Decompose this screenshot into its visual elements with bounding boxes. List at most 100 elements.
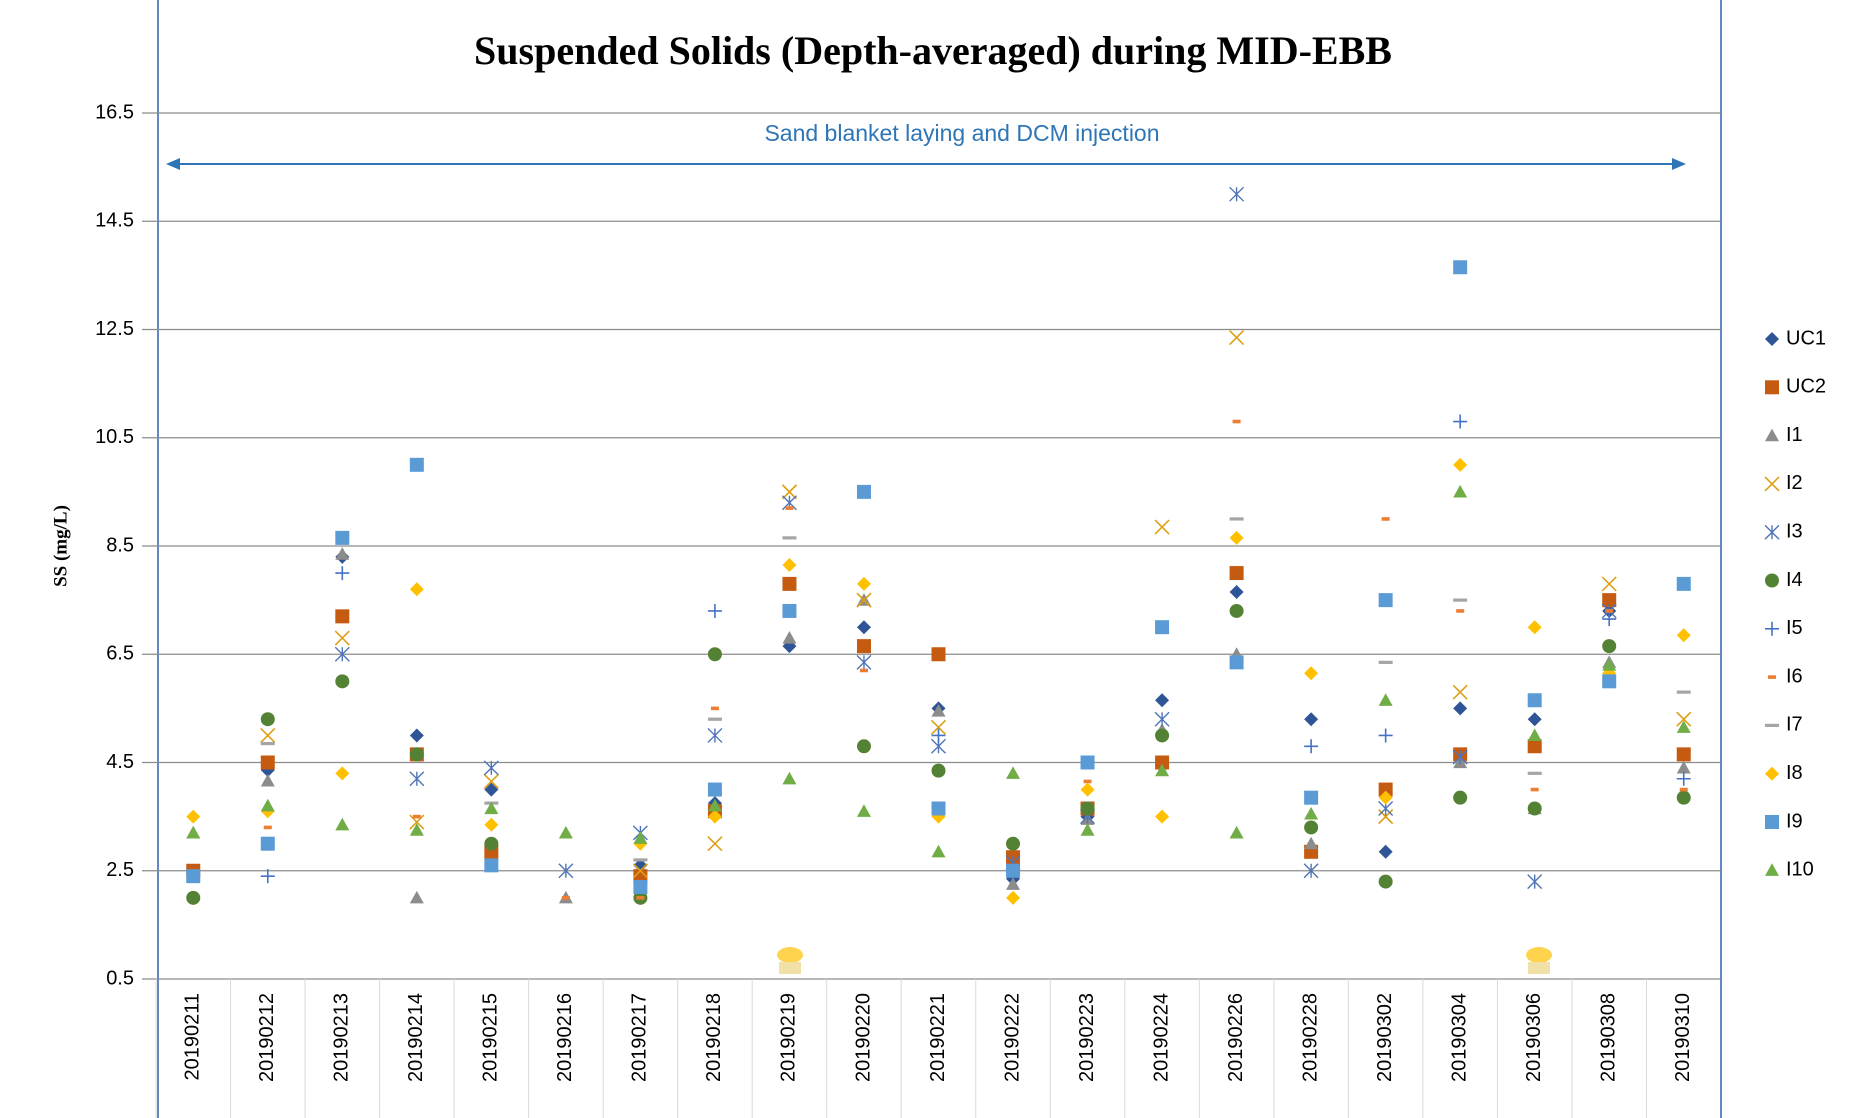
point [1155, 755, 1170, 770]
point [1232, 419, 1241, 424]
point [930, 719, 947, 735]
x-tick-label: 20190224 [1150, 993, 1172, 1082]
legend-symbol [1765, 621, 1779, 636]
point [782, 557, 797, 572]
point [856, 804, 871, 817]
point [484, 836, 499, 851]
legend-label: I4 [1786, 569, 1803, 591]
x-tick-label: 20190223 [1076, 993, 1098, 1082]
legend-label: I2 [1786, 472, 1803, 494]
point [409, 814, 425, 830]
point [1006, 836, 1021, 851]
point [931, 844, 946, 858]
point [856, 592, 872, 608]
legend-label: UC1 [1786, 327, 1826, 349]
point [633, 869, 648, 884]
point [1006, 877, 1021, 890]
x-tick-label: 20190215 [480, 993, 502, 1082]
point [260, 741, 275, 746]
point [335, 547, 350, 560]
y-tick-label: 0.5 [106, 967, 134, 989]
point [260, 798, 275, 812]
icon [1526, 947, 1552, 974]
y-axis-label: SS (mg/L) [50, 505, 71, 587]
x-tick-label: 20190217 [629, 993, 651, 1082]
point [186, 809, 201, 824]
point [1080, 755, 1095, 770]
point [707, 717, 722, 721]
point [1378, 593, 1393, 608]
point [1378, 790, 1393, 805]
point [1602, 639, 1617, 654]
x-tick-label: 20190226 [1225, 993, 1247, 1082]
point [856, 576, 871, 591]
point [1679, 787, 1688, 792]
point [931, 763, 946, 778]
x-tick-label: 20190219 [778, 993, 800, 1082]
point [260, 869, 275, 884]
point [409, 747, 424, 762]
series [260, 330, 1692, 879]
point [1676, 771, 1691, 786]
point [1229, 825, 1244, 839]
point [1083, 779, 1092, 784]
legend-symbol [1765, 380, 1779, 395]
legend-label: I8 [1786, 762, 1803, 784]
y-tick-label: 10.5 [95, 426, 134, 448]
x-tick-label: 20190222 [1001, 993, 1023, 1082]
legend-symbol [1765, 815, 1779, 829]
point [1378, 660, 1393, 664]
point [1676, 760, 1691, 774]
point [633, 858, 648, 873]
point [707, 603, 722, 618]
point [1155, 809, 1170, 824]
x-tick-label: 20190308 [1597, 993, 1619, 1082]
point [707, 727, 723, 743]
point [1676, 576, 1691, 591]
point [1602, 612, 1617, 627]
point [335, 674, 350, 689]
point [1676, 711, 1692, 727]
point [856, 739, 871, 754]
point [931, 801, 946, 816]
point [1602, 593, 1617, 608]
point [856, 639, 871, 654]
point [260, 836, 275, 851]
point [1527, 771, 1542, 775]
x-tick-label: 20190304 [1448, 993, 1470, 1082]
point [782, 603, 797, 618]
point [1378, 844, 1393, 859]
chart-title: Suspended Solids (Depth-averaged) during… [474, 28, 1392, 73]
point [707, 647, 722, 662]
point [409, 582, 424, 597]
point [1378, 693, 1393, 706]
point [1453, 790, 1468, 805]
point [186, 869, 201, 884]
point [335, 566, 350, 581]
x-tick-label: 20190228 [1299, 993, 1321, 1082]
point [856, 484, 871, 499]
point [1006, 863, 1021, 878]
point [1527, 693, 1542, 708]
legend-label: UC2 [1786, 376, 1826, 398]
point [1527, 712, 1542, 727]
point [334, 630, 350, 646]
point [632, 863, 648, 879]
point [1605, 609, 1614, 613]
legend-label: I9 [1786, 810, 1803, 832]
point [707, 809, 722, 824]
x-tick-label: 20190302 [1374, 993, 1396, 1082]
point [558, 825, 573, 839]
point [1453, 598, 1468, 602]
legend-symbol [1765, 766, 1779, 781]
point [1304, 666, 1319, 681]
point [409, 771, 425, 787]
x-tick-label: 20190221 [927, 993, 949, 1082]
point [1304, 790, 1319, 805]
point [1452, 749, 1468, 765]
point [1676, 747, 1691, 762]
point [1527, 620, 1542, 635]
point [260, 773, 275, 787]
point [1304, 806, 1319, 820]
point [335, 609, 350, 624]
